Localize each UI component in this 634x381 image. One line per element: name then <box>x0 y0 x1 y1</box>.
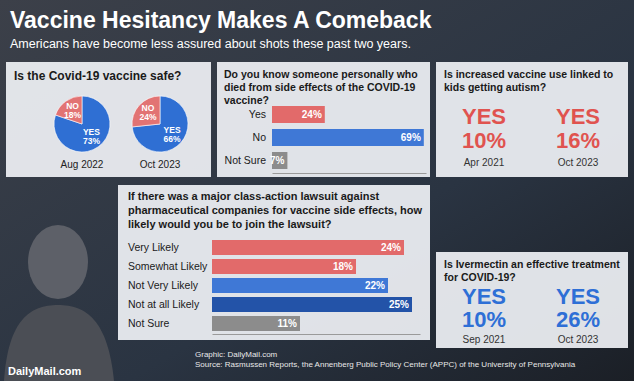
data-label: 69% <box>401 132 421 143</box>
panel <box>6 62 211 177</box>
panel-title: Is Ivermectin an effective treatmentfor … <box>444 258 620 283</box>
credit: Graphic: DailyMail.com <box>195 350 278 359</box>
data-label: 24% <box>381 242 401 253</box>
x-axis <box>273 173 427 174</box>
stat-label: YES <box>462 104 506 129</box>
panel-title: Is the Covid-19 vaccine safe? <box>14 69 181 83</box>
tick-label: No <box>253 131 267 143</box>
pie-slice <box>55 96 82 124</box>
axis-line <box>213 334 421 335</box>
stat-value: 10% <box>462 128 506 153</box>
stat-label: YES <box>462 284 506 309</box>
stat-value: 26% <box>556 307 600 332</box>
bar <box>272 129 424 146</box>
panel <box>436 62 628 177</box>
axis-line <box>273 173 427 174</box>
stat-value: 16% <box>556 128 600 153</box>
photo-placeholder <box>4 225 114 381</box>
panel <box>217 62 430 177</box>
infographic: Vaccine Hesitancy Makes A Comeback Americ… <box>0 0 634 381</box>
data-label: 24% <box>302 109 322 120</box>
pie-slice <box>54 96 110 152</box>
data-label: 18% <box>333 261 353 272</box>
data-label: 24% <box>139 112 156 122</box>
panel-title: If there was a major class-action lawsui… <box>128 190 422 230</box>
subtitle: Americans have become less assured about… <box>10 37 411 51</box>
pie-slice <box>132 96 160 127</box>
stat-date: Apr 2021 <box>464 157 505 168</box>
tick-label: Yes <box>249 108 266 120</box>
plot-area <box>212 240 412 331</box>
panel <box>118 185 430 340</box>
bar <box>212 240 404 255</box>
bar <box>212 297 412 312</box>
data-label: 7% <box>270 155 285 166</box>
background <box>0 0 634 381</box>
bar <box>212 259 356 274</box>
data-label: 25% <box>389 299 409 310</box>
tick-label: Very Likely <box>128 241 180 253</box>
tick-label: Not Very Likely <box>128 279 199 291</box>
panel-title: Do you know someone personally whodied f… <box>224 68 418 106</box>
bar <box>272 106 325 123</box>
bar <box>212 316 300 331</box>
pie: YES66%NO24% <box>132 96 188 152</box>
stat-date: Sep 2021 <box>463 334 506 345</box>
data-label: 11% <box>278 318 298 329</box>
panel <box>436 252 628 348</box>
pie-slice <box>132 96 188 152</box>
tick-label: Not at all Likely <box>128 298 200 310</box>
logo: DailyMail.com <box>8 365 82 377</box>
bar <box>212 278 388 293</box>
stat-label: YES <box>556 104 600 129</box>
series-name: Aug 2022 <box>61 159 104 170</box>
plot-area <box>272 106 424 169</box>
data-label: 18% <box>64 110 81 120</box>
stat-date: Oct 2023 <box>558 157 599 168</box>
data-label: 73% <box>83 136 100 146</box>
tick-label: Somewhat Likely <box>128 260 208 272</box>
panel-title: Is increased vaccine use linked tokids g… <box>444 68 613 93</box>
data-label: 22% <box>365 280 385 291</box>
tick-label: Not Sure <box>225 154 267 166</box>
tick-label: Not Sure <box>128 317 170 329</box>
series-name: Oct 2023 <box>140 159 181 170</box>
stat-value: 10% <box>462 307 506 332</box>
data-label: 66% <box>164 134 181 144</box>
title: Vaccine Hesitancy Makes A Comeback <box>10 7 432 33</box>
stat-date: Oct 2023 <box>558 334 599 345</box>
source: Source: Rasmussen Reports, the Annenberg… <box>195 360 576 369</box>
x-axis <box>213 334 421 335</box>
stat-label: YES <box>556 284 600 309</box>
pie: YES73%NO18% <box>54 96 110 152</box>
